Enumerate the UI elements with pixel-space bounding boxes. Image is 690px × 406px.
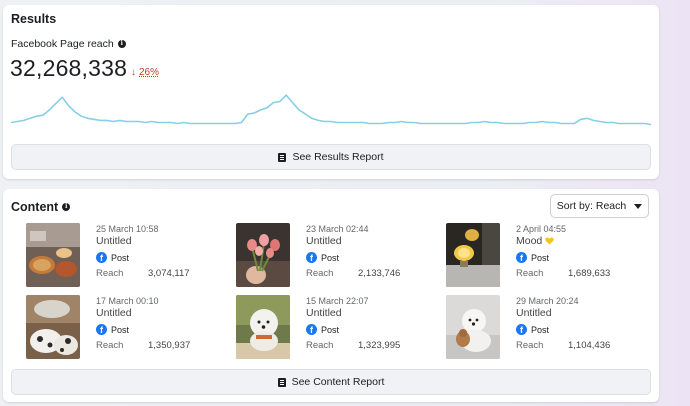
metric-label-row: Facebook Page reach i: [11, 38, 126, 50]
info-icon[interactable]: i: [117, 40, 126, 48]
post-item[interactable]: 25 March 10:58 Untitled f Post Reach 3,0…: [26, 223, 226, 287]
reach-label: Reach: [96, 340, 124, 351]
lamp-photo[interactable]: [446, 223, 500, 287]
reach-line-series: [11, 94, 651, 126]
facebook-icon: f: [516, 324, 527, 335]
post-item[interactable]: 15 March 22:07 Untitled f Post Reach 1,3…: [236, 295, 436, 359]
results-title: Results: [11, 12, 56, 26]
post-title: Untitled: [516, 307, 552, 319]
post-title-text: Untitled: [516, 307, 552, 319]
post-item[interactable]: 23 March 02:44 Untitled f Post Reach 2,1…: [236, 223, 436, 287]
sort-dropdown[interactable]: Sort by: Reach: [550, 194, 649, 218]
yellow-heart-icon: [545, 237, 554, 245]
white-dog-photo[interactable]: [236, 295, 290, 359]
reach-value: 3,074,117: [148, 268, 190, 279]
see-results-report-label: See Results Report: [292, 151, 384, 163]
content-card: Content i Sort by: Reach 25 March 10:58 …: [3, 189, 659, 402]
post-type: f Post: [516, 324, 549, 335]
post-date: 2 April 04:55: [516, 224, 567, 234]
metric-value: 32,268,338: [10, 55, 128, 81]
post-type: f Post: [96, 324, 129, 335]
post-title-text: Untitled: [306, 235, 342, 247]
post-title: Mood: [516, 235, 554, 247]
post-title-text: Mood: [516, 235, 543, 247]
reach-label: Reach: [516, 340, 544, 351]
see-content-report-button[interactable]: See Content Report: [11, 369, 651, 395]
reach-label: Reach: [306, 268, 334, 279]
report-icon: [278, 152, 287, 162]
post-type-label: Post: [531, 324, 550, 335]
post-title-text: Untitled: [96, 307, 132, 319]
post-type-label: Post: [111, 252, 130, 263]
results-card: Results Facebook Page reach i 32,268,338…: [3, 5, 659, 179]
post-item[interactable]: 29 March 20:24 Untitled f Post Reach 1,1…: [446, 295, 646, 359]
content-title-text: Content: [11, 200, 59, 214]
post-title-text: Untitled: [96, 235, 132, 247]
post-title-text: Untitled: [306, 307, 342, 319]
reach-value: 1,323,995: [358, 340, 401, 351]
metric-change[interactable]: ↓ 26%: [131, 67, 159, 78]
see-content-report-label: See Content Report: [291, 376, 385, 388]
facebook-icon: f: [306, 252, 317, 263]
reach-label: Reach: [96, 268, 124, 279]
post-title: Untitled: [96, 307, 132, 319]
results-title-text: Results: [11, 12, 57, 26]
post-type: f Post: [306, 324, 339, 335]
post-date: 25 March 10:58: [96, 224, 159, 234]
reach-line-chart: [11, 94, 651, 126]
post-date: 23 March 02:44: [306, 224, 369, 234]
post-title: Untitled: [306, 235, 342, 247]
dogs-photo[interactable]: [26, 295, 80, 359]
post-date: 29 March 20:24: [516, 296, 579, 306]
food-photo[interactable]: [26, 223, 80, 287]
reach-value: 1,689,633: [568, 268, 611, 279]
post-type: f Post: [516, 252, 549, 263]
facebook-icon: f: [96, 252, 107, 263]
reach-value: 1,350,937: [148, 340, 191, 351]
post-type-label: Post: [321, 324, 340, 335]
reach-value: 2,133,746: [358, 268, 401, 279]
reach-value: 1,104,436: [568, 340, 611, 351]
post-type: f Post: [306, 252, 339, 263]
post-date: 17 March 00:10: [96, 296, 159, 306]
post-type-label: Post: [111, 324, 130, 335]
pomeranian-photo[interactable]: [446, 295, 500, 359]
facebook-icon: f: [516, 252, 527, 263]
post-title: Untitled: [306, 307, 342, 319]
post-date: 15 March 22:07: [306, 296, 369, 306]
facebook-icon: f: [306, 324, 317, 335]
post-item[interactable]: 2 April 04:55 Mood f Post Reach 1,689,63…: [446, 223, 646, 287]
content-title: Content i: [11, 200, 71, 214]
down-arrow-icon: ↓: [131, 67, 136, 78]
caret-down-icon: [634, 203, 643, 209]
post-title: Untitled: [96, 235, 132, 247]
facebook-icon: f: [96, 324, 107, 335]
reach-label: Reach: [306, 340, 334, 351]
reach-label: Reach: [516, 268, 544, 279]
see-results-report-button[interactable]: See Results Report: [11, 144, 651, 170]
report-icon: [277, 377, 286, 387]
post-type-label: Post: [531, 252, 550, 263]
change-percent: 26%: [139, 67, 160, 78]
info-icon[interactable]: i: [62, 203, 71, 211]
post-item[interactable]: 17 March 00:10 Untitled f Post Reach 1,3…: [26, 295, 226, 359]
flowers-photo[interactable]: [236, 223, 290, 287]
post-type-label: Post: [321, 252, 340, 263]
post-type: f Post: [96, 252, 129, 263]
metric-label: Facebook Page reach: [11, 38, 114, 50]
sort-label: Sort by: Reach: [556, 200, 627, 212]
